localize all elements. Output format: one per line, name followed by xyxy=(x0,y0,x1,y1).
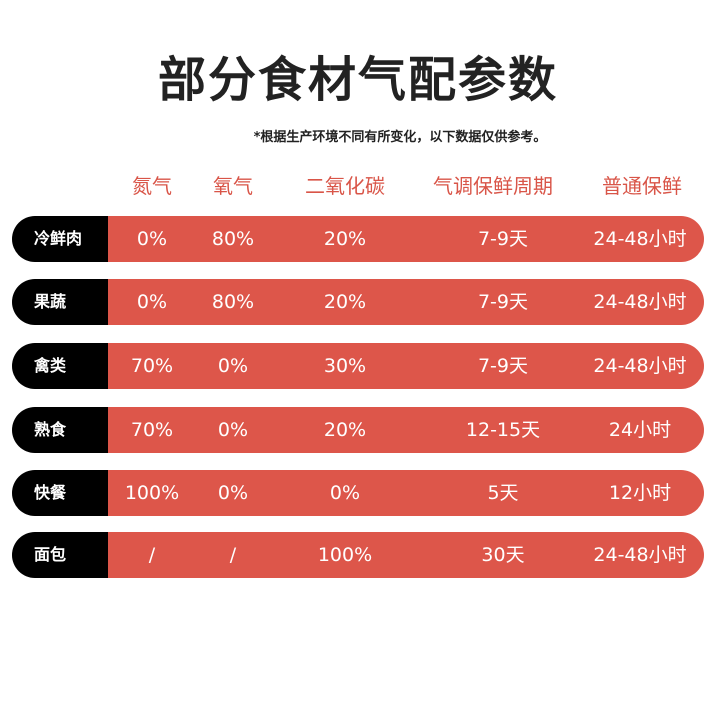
row-label: 禽类 xyxy=(12,343,108,389)
table-row: 熟食 70% 0% 20% 12-15天 24小时 xyxy=(12,407,704,453)
row-label: 快餐 xyxy=(12,470,108,516)
row-bar xyxy=(92,470,704,516)
cell-nitrogen: 70% xyxy=(130,419,174,441)
cell-carbon-dioxide: 100% xyxy=(317,544,373,566)
cell-oxygen: 0% xyxy=(217,419,249,441)
table-row: 果蔬 0% 80% 20% 7-9天 24-48小时 xyxy=(12,279,704,325)
header-carbon-dioxide: 二氧化碳 xyxy=(305,174,385,198)
row-label: 面包 xyxy=(12,532,108,578)
header-map-shelf-life: 气调保鲜周期 xyxy=(433,174,553,198)
table-row: 快餐 100% 0% 0% 5天 12小时 xyxy=(12,470,704,516)
row-bar xyxy=(92,407,704,453)
table-row: 冷鲜肉 0% 80% 20% 7-9天 24-48小时 xyxy=(12,216,704,262)
cell-map-shelf-life: 7-9天 xyxy=(477,291,529,313)
cell-oxygen: 0% xyxy=(217,355,249,377)
row-label: 熟食 xyxy=(12,407,108,453)
cell-map-shelf-life: 7-9天 xyxy=(477,355,529,377)
cell-carbon-dioxide: 20% xyxy=(323,419,367,441)
row-bar xyxy=(92,216,704,262)
cell-map-shelf-life: 30天 xyxy=(481,544,525,566)
header-nitrogen: 氮气 xyxy=(132,174,172,198)
cell-nitrogen: 0% xyxy=(136,228,168,250)
table-row: 面包 / / 100% 30天 24-48小时 xyxy=(12,532,704,578)
row-bar xyxy=(92,532,704,578)
cell-normal-shelf-life: 24-48小时 xyxy=(593,355,687,377)
cell-normal-shelf-life: 24小时 xyxy=(608,419,672,441)
cell-normal-shelf-life: 24-48小时 xyxy=(593,228,687,250)
disclaimer-note: *根据生产环境不同有所变化，以下数据仅供参考。 xyxy=(253,130,547,145)
row-label: 冷鲜肉 xyxy=(12,216,108,262)
cell-map-shelf-life: 7-9天 xyxy=(477,228,529,250)
cell-nitrogen: / xyxy=(148,544,156,566)
header-oxygen: 氧气 xyxy=(213,174,253,198)
cell-map-shelf-life: 12-15天 xyxy=(465,419,541,441)
cell-oxygen: 0% xyxy=(217,482,249,504)
cell-nitrogen: 70% xyxy=(130,355,174,377)
page-title: 部分食材气配参数 xyxy=(157,52,558,108)
cell-nitrogen: 100% xyxy=(124,482,180,504)
cell-map-shelf-life: 5天 xyxy=(487,482,519,504)
cell-carbon-dioxide: 0% xyxy=(329,482,361,504)
cell-nitrogen: 0% xyxy=(136,291,168,313)
row-bar xyxy=(92,279,704,325)
table-row: 禽类 70% 0% 30% 7-9天 24-48小时 xyxy=(12,343,704,389)
cell-normal-shelf-life: 12小时 xyxy=(608,482,672,504)
cell-oxygen: / xyxy=(229,544,237,566)
table-header: 氮气 氧气 二氧化碳 气调保鲜周期 普通保鲜 xyxy=(0,170,716,202)
header-normal-shelf-life: 普通保鲜 xyxy=(602,174,682,198)
cell-normal-shelf-life: 24-48小时 xyxy=(593,544,687,566)
row-label: 果蔬 xyxy=(12,279,108,325)
cell-oxygen: 80% xyxy=(211,228,255,250)
cell-carbon-dioxide: 30% xyxy=(323,355,367,377)
cell-normal-shelf-life: 24-48小时 xyxy=(593,291,687,313)
cell-oxygen: 80% xyxy=(211,291,255,313)
cell-carbon-dioxide: 20% xyxy=(323,228,367,250)
row-bar xyxy=(92,343,704,389)
cell-carbon-dioxide: 20% xyxy=(323,291,367,313)
